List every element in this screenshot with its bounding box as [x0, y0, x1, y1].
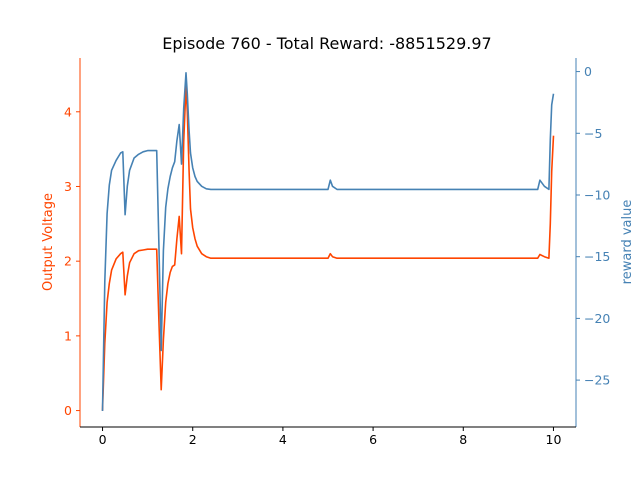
right-axis-ticks: 0 −5 −10 −15 −20 −25 [576, 64, 610, 388]
x-axis-ticks: 0 2 4 6 8 10 [99, 427, 562, 447]
right-tick-label: −15 [584, 249, 610, 264]
x-tick-label: 6 [369, 432, 377, 447]
left-tick-label: 0 [64, 403, 72, 418]
right-tick-label: −5 [584, 126, 602, 141]
right-axis-label: reward value [620, 200, 635, 285]
plot-lines [101, 72, 555, 412]
x-tick-label: 10 [546, 432, 562, 447]
left-tick-label: 4 [64, 104, 72, 119]
left-tick-label: 1 [64, 328, 72, 343]
right-tick-label: 0 [584, 64, 592, 79]
x-tick-label: 8 [459, 432, 467, 447]
chart-title: Episode 760 - Total Reward: -8851529.97 [162, 34, 491, 53]
output-voltage-line [101, 84, 555, 411]
right-tick-label: −20 [584, 311, 610, 326]
left-tick-label: 2 [64, 254, 72, 269]
right-tick-label: −25 [584, 373, 610, 388]
plot-area [80, 58, 576, 427]
left-axis-label: Output Voltage [41, 193, 56, 291]
right-tick-label: −10 [584, 187, 610, 202]
reward-value-line [101, 72, 555, 412]
left-tick-label: 3 [64, 179, 72, 194]
x-tick-label: 4 [279, 432, 287, 447]
left-axis-ticks: 0 1 2 3 4 [64, 104, 80, 418]
x-tick-label: 0 [99, 432, 107, 447]
x-tick-label: 2 [189, 432, 197, 447]
